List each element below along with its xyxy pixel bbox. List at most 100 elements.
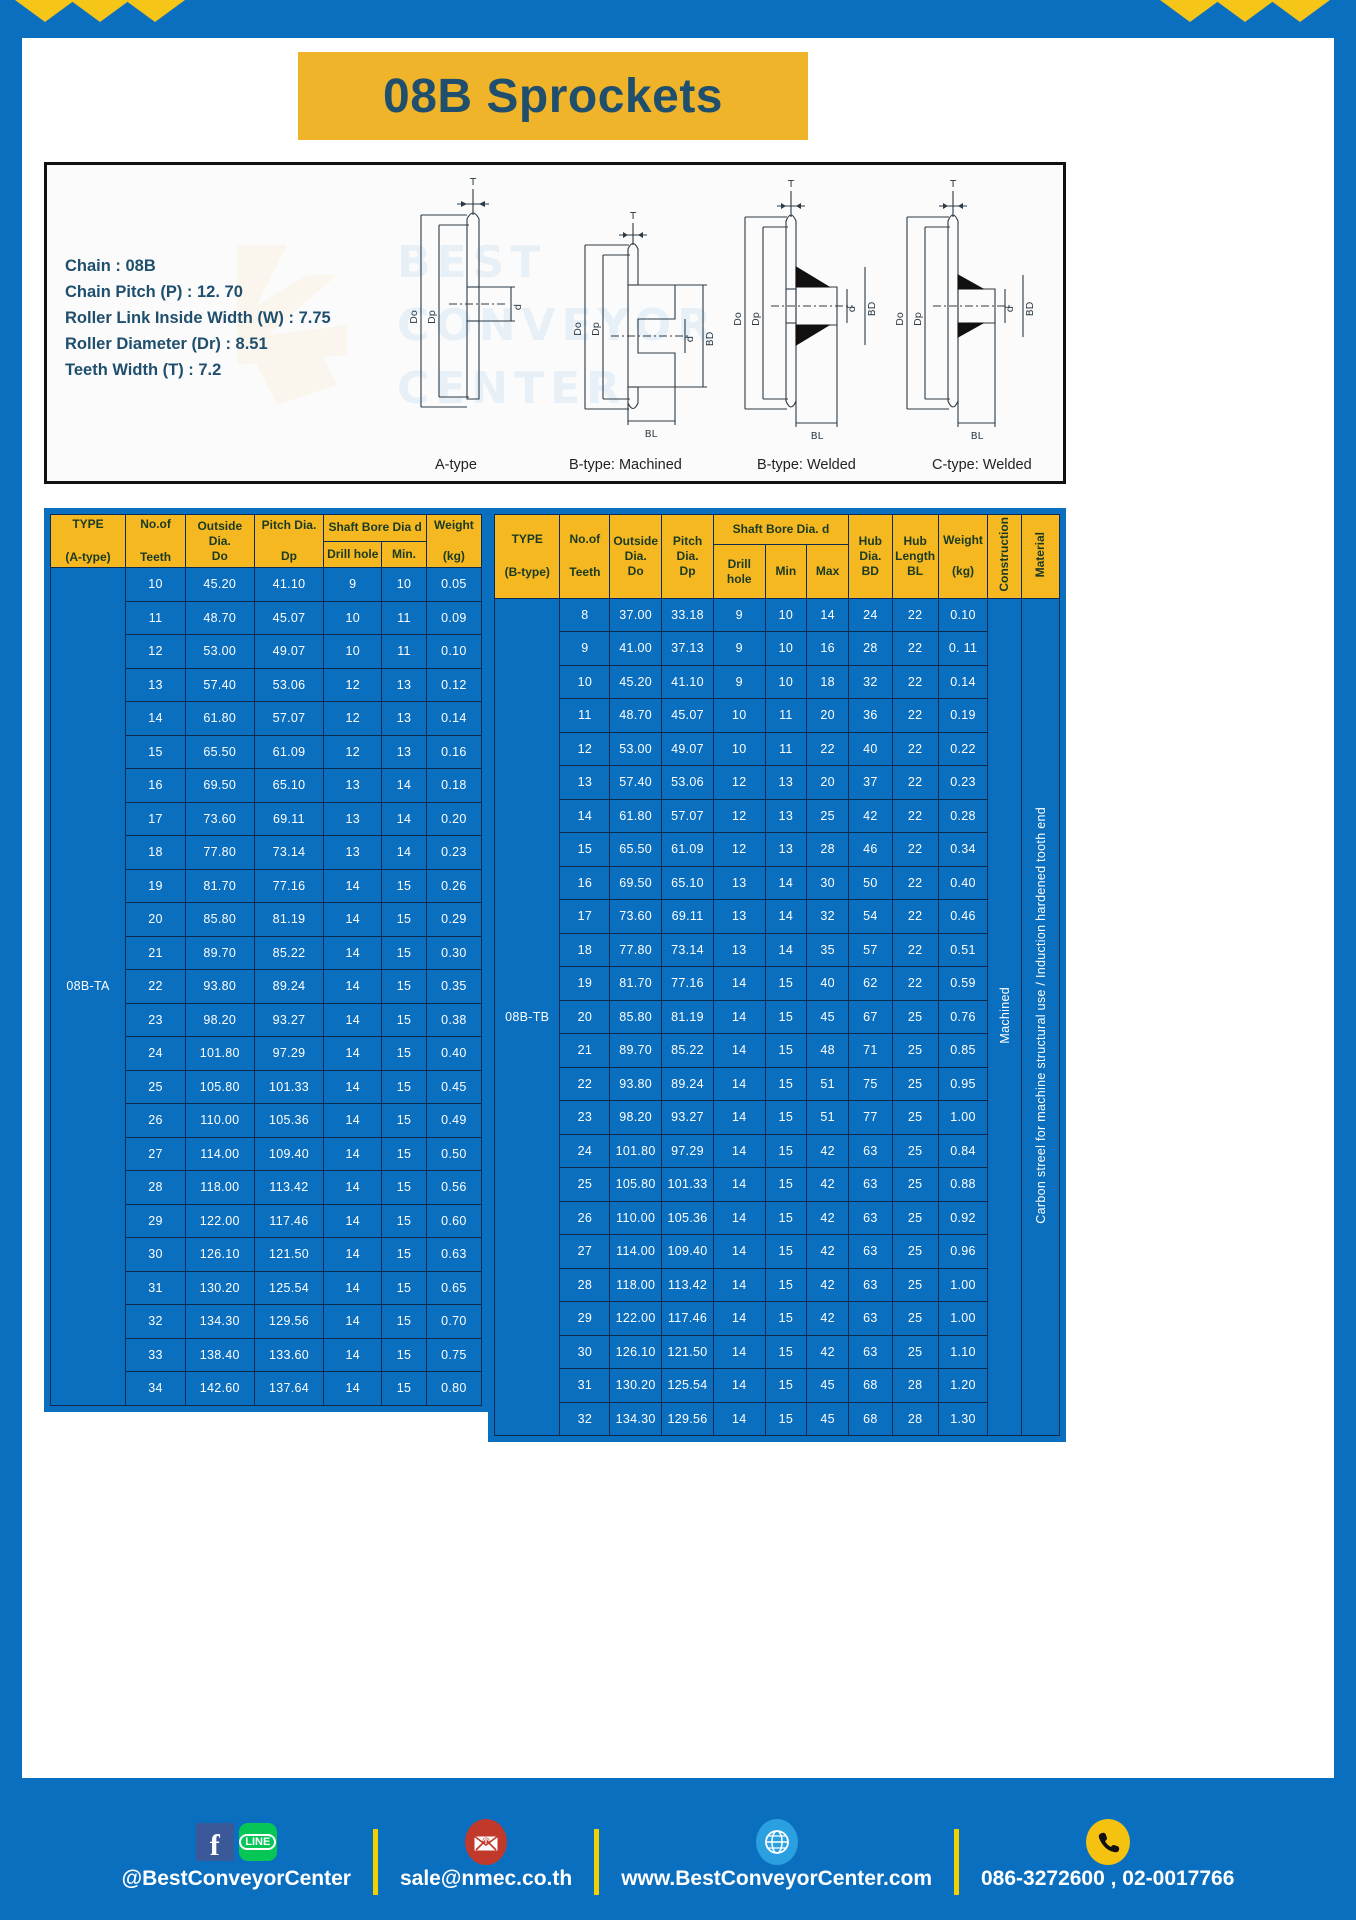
table-cell: 14	[712, 1167, 766, 1202]
table-cell: 14	[712, 1334, 766, 1370]
table-row: 24 101.80 97.29 14 15 42 63 25 0.84	[495, 1133, 1060, 1169]
table-cell: 15	[764, 1033, 808, 1068]
table-cell: 14	[559, 798, 611, 834]
table-cell: 11	[381, 600, 427, 635]
table-cell: 29	[559, 1301, 611, 1336]
table-cell: 31	[124, 1270, 187, 1305]
table-row: 16 69.50 65.10 13 14 30 50 22 0.40	[495, 865, 1060, 901]
table-cell: 14	[712, 966, 766, 1001]
th-a-pd-l1: Pitch Dia.	[261, 518, 317, 532]
chevron-decoration	[0, 0, 1356, 40]
table-cell: 67	[847, 999, 893, 1035]
table-cell: 15	[381, 1203, 427, 1238]
table-cell: 134.30	[609, 1401, 663, 1437]
table-cell: 0.40	[425, 1036, 483, 1071]
email-icon[interactable]: @	[465, 1818, 508, 1865]
table-cell: 77.80	[185, 835, 255, 870]
table-cell: 10	[323, 634, 383, 669]
table-cell: 63	[847, 1200, 893, 1236]
table-cell: 0.45	[425, 1069, 483, 1104]
svg-text:T: T	[949, 179, 957, 190]
table-cell: 15	[764, 1368, 808, 1403]
phone-icon[interactable]	[1085, 1818, 1130, 1865]
table-row: 25 105.80 101.33 14 15 0.45	[51, 1069, 483, 1104]
footer-phone-item[interactable]: 086-3272600 , 02-0017766	[965, 1818, 1250, 1891]
table-cell: 63	[847, 1334, 893, 1370]
svg-text:BD: BD	[705, 331, 716, 346]
table-cell: 0.22	[937, 731, 989, 767]
table-row: 21 89.70 85.22 14 15 0.30	[51, 935, 483, 970]
table-cell: 14	[712, 1301, 766, 1336]
table-row: 28 118.00 113.42 14 15 0.56	[51, 1170, 483, 1205]
table-cell: 14	[323, 1270, 383, 1305]
table-cell: 42	[806, 1267, 849, 1303]
table-cell: 20	[124, 902, 187, 937]
table-cell: 65.10	[253, 768, 325, 803]
table-cell: 15	[381, 902, 427, 937]
table-row: 14 61.80 57.07 12 13 25 42 22 0.28	[495, 798, 1060, 834]
footer-divider-1	[372, 1829, 378, 1895]
envelope-glyph: @	[473, 1834, 499, 1851]
table-row: 24 101.80 97.29 14 15 0.40	[51, 1036, 483, 1071]
footer-phone-label: 086-3272600 , 02-0017766	[981, 1866, 1235, 1890]
table-cell: 138.40	[185, 1337, 255, 1372]
table-cell: 22	[891, 899, 939, 934]
table-cell: 26	[559, 1200, 611, 1236]
globe-icon[interactable]	[755, 1818, 798, 1865]
table-row: 31 130.20 125.54 14 15 45 68 28 1.20	[495, 1368, 1060, 1403]
table-cell: 0.30	[425, 935, 483, 970]
svg-text:Dp: Dp	[591, 322, 602, 336]
th-a-weight: Weight (kg)	[425, 514, 483, 568]
footer-email-label: sale@nmec.co.th	[399, 1866, 573, 1890]
table-cell: 1.00	[937, 1267, 989, 1303]
table-cell: 49.07	[253, 634, 325, 669]
table-cell: 114.00	[185, 1136, 255, 1171]
table-cell: 16	[559, 865, 611, 901]
table-cell: 42	[806, 1200, 849, 1236]
table-cell: 14	[323, 1170, 383, 1205]
table-cell: 17	[124, 801, 187, 836]
table-cell: 45	[806, 1401, 849, 1437]
footer-email-item[interactable]: @ sale@nmec.co.th	[384, 1818, 588, 1891]
facebook-icon[interactable]: f	[195, 1822, 234, 1861]
table-cell: 13	[323, 835, 383, 870]
table-cell: 93.80	[185, 969, 255, 1004]
table-cell: 12	[559, 731, 611, 767]
table-cell: 14	[381, 801, 427, 836]
table-cell: 25	[891, 1301, 939, 1336]
th-b-material-label: Material	[1033, 531, 1048, 578]
line-icon[interactable]: LINE	[238, 1822, 277, 1861]
table-cell: 32	[806, 899, 849, 934]
table-cell: 15	[764, 1200, 808, 1236]
table-cell: 10	[323, 600, 383, 635]
table-cell: 0.12	[425, 667, 483, 702]
th-a-od-l3: Do	[211, 548, 228, 563]
footer-website-item[interactable]: www.BestConveyorCenter.com	[605, 1818, 948, 1891]
table-cell: 117.46	[661, 1301, 714, 1336]
footer-facebook-item[interactable]: f LINE @BestConveyorCenter	[106, 1820, 367, 1891]
th-b-pd-l1: Pitch	[672, 533, 703, 548]
table-cell: 13	[764, 765, 808, 800]
table-cell: 89.70	[609, 1033, 663, 1068]
table-a-wrapper: TYPE (A-type) No.of Teeth Outside Dia.	[44, 508, 488, 1412]
th-a-teeth-l2: Teeth	[139, 550, 172, 564]
table-cell: 13	[323, 801, 383, 836]
table-cell: 13	[559, 765, 611, 800]
table-cell: 45	[806, 999, 849, 1035]
table-cell: 77	[847, 1100, 893, 1135]
footer-website-label: www.BestConveyorCenter.com	[621, 1866, 932, 1890]
table-cell: 98.20	[609, 1100, 663, 1135]
table-cell: 57	[847, 932, 893, 968]
table-cell: 57.07	[253, 701, 325, 736]
table-cell: 15	[764, 1133, 808, 1169]
table-cell: 34	[124, 1371, 187, 1406]
table-cell: 93.27	[661, 1100, 714, 1135]
table-cell: 15	[381, 1270, 427, 1305]
table-row: 21 89.70 85.22 14 15 48 71 25 0.85	[495, 1033, 1060, 1068]
table-cell: 0.88	[937, 1167, 989, 1202]
table-cell: 49.07	[661, 731, 714, 767]
table-cell: 110.00	[609, 1200, 663, 1236]
table-cell: 15	[559, 832, 611, 867]
table-cell: 0.38	[425, 1002, 483, 1037]
table-cell: 32	[559, 1401, 611, 1437]
